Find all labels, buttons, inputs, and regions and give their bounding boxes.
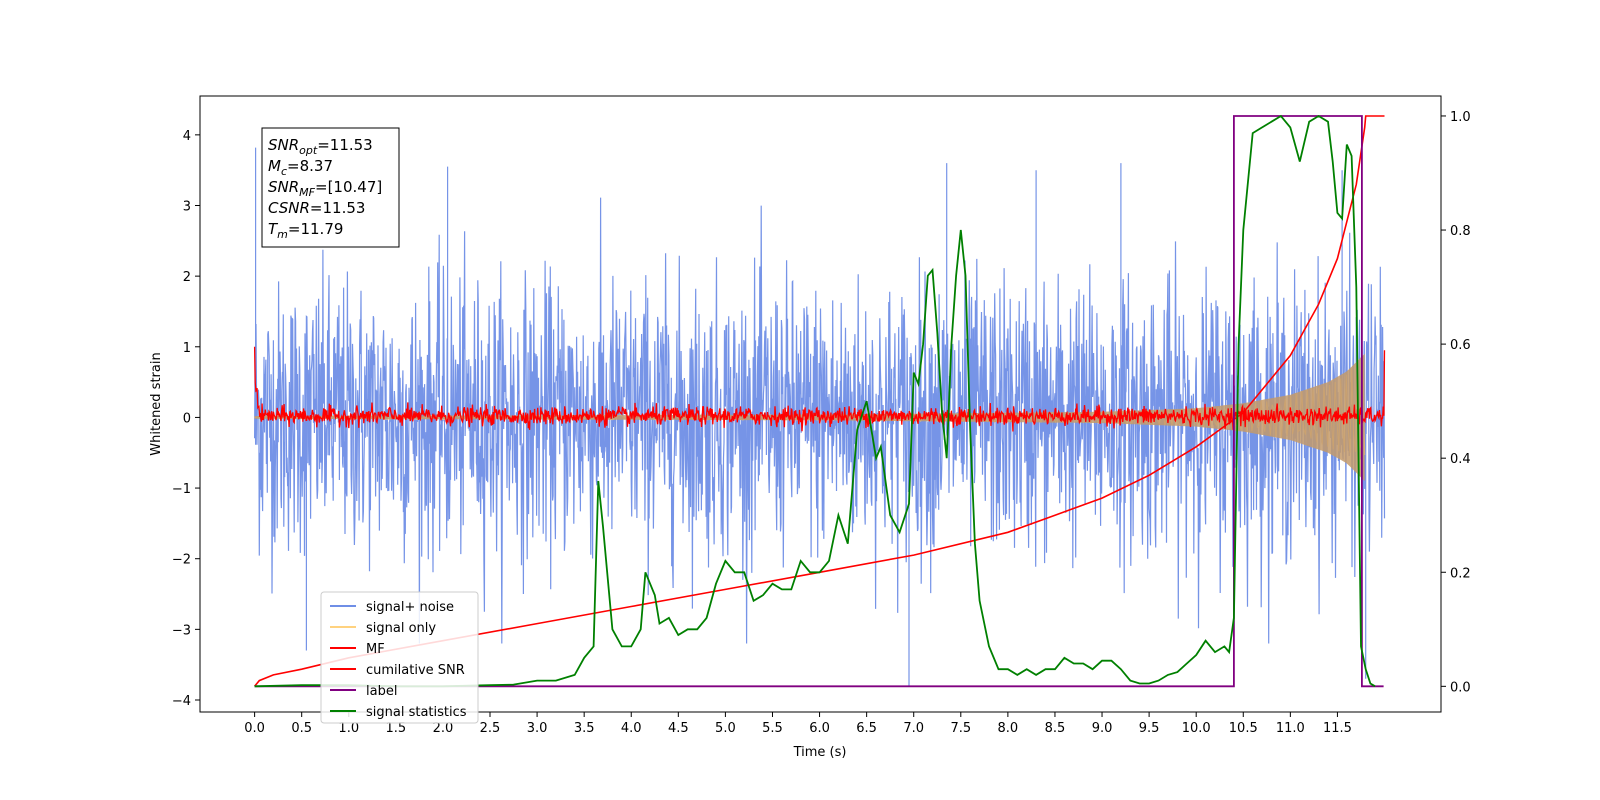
y-right-tick-label: 0.2 — [1450, 566, 1471, 581]
x-tick-label: 1.0 — [338, 721, 359, 736]
series-signal-noise — [254, 147, 1386, 686]
x-tick-label: 11.0 — [1276, 721, 1305, 736]
series-mf — [253, 346, 1386, 432]
x-tick-label: 6.5 — [856, 721, 877, 736]
x-tick-label: 4.5 — [668, 721, 689, 736]
y-axis-right: 0.0 0.2 0.4 0.6 0.8 1.0 — [1441, 110, 1471, 695]
legend-entry-label: signal only — [366, 621, 436, 636]
x-tick-label: 9.0 — [1092, 721, 1113, 736]
annotation-line: CSNR=11.53 — [268, 199, 365, 217]
x-tick-label: 2.0 — [433, 721, 454, 736]
legend-entry-label: signal statistics — [366, 705, 467, 720]
y-left-tick-label: −1 — [172, 482, 191, 497]
y-axis-label: Whitened strain — [149, 352, 164, 455]
y-left-tick-label: 2 — [183, 270, 191, 285]
plot-frame — [199, 95, 1442, 713]
x-tick-label: 4.0 — [621, 721, 642, 736]
x-tick-label: 7.5 — [950, 721, 971, 736]
x-tick-label: 6.0 — [809, 721, 830, 736]
annotation-line: Mc=8.37 — [268, 157, 333, 178]
series-signal-statistics — [254, 114, 1376, 688]
x-axis-label: Time (s) — [793, 745, 847, 760]
annotation-box: SNRopt=11.53Mc=8.37SNRMF=[10.47]CSNR=11.… — [261, 127, 400, 248]
y-axis-left: −4 −3 −2 −1 0 1 2 3 4 — [172, 129, 200, 709]
x-tick-label: 8.0 — [998, 721, 1019, 736]
x-tick-label: 0.5 — [291, 721, 312, 736]
x-axis: 0.0 0.5 1.0 1.5 2.0 2.5 3.0 3.5 4.0 4.5 5.0 5.5 6.0 6… — [244, 712, 1352, 736]
y-right-tick-label: 0.4 — [1450, 452, 1471, 467]
x-tick-label: 10.0 — [1182, 721, 1211, 736]
annotation-line: SNRopt=11.53 — [268, 136, 373, 157]
x-tick-label: 10.5 — [1229, 721, 1258, 736]
y-left-tick-label: −3 — [172, 623, 191, 638]
legend-entry-label: MF — [366, 642, 385, 657]
annotation-line: Tm=11.79 — [268, 220, 343, 241]
y-right-tick-label: 1.0 — [1450, 110, 1471, 125]
x-tick-label: 11.5 — [1323, 721, 1352, 736]
legend-entry-label: signal+ noise — [366, 600, 454, 615]
y-left-tick-label: 4 — [183, 129, 191, 144]
y-left-tick-label: −2 — [172, 553, 191, 568]
x-tick-label: 9.5 — [1139, 721, 1160, 736]
x-tick-label: 0.0 — [244, 721, 265, 736]
legend-entry-label: label — [366, 684, 397, 699]
x-tick-label: 3.5 — [574, 721, 595, 736]
y-left-tick-label: 1 — [183, 341, 191, 356]
y-right-tick-label: 0.6 — [1450, 338, 1471, 353]
y-right-tick-label: 0.0 — [1450, 680, 1471, 695]
y-left-tick-label: 3 — [183, 199, 191, 214]
x-tick-label: 3.0 — [527, 721, 548, 736]
legend: signal+ noise signal only MF cumilative SNR… — [320, 591, 479, 724]
y-left-tick-label: 0 — [183, 411, 191, 426]
annotation-line: SNRMF=[10.47] — [268, 178, 382, 199]
series-label — [254, 115, 1384, 688]
legend-entry-label: cumilative SNR — [366, 663, 465, 678]
y-left-tick-label: −4 — [172, 694, 191, 709]
x-tick-label: 2.5 — [480, 721, 501, 736]
x-tick-label: 5.5 — [762, 721, 783, 736]
series-signal-only-envelope — [254, 353, 1365, 481]
x-tick-label: 1.5 — [386, 721, 407, 736]
y-right-tick-label: 0.8 — [1450, 224, 1471, 239]
x-tick-label: 5.0 — [715, 721, 736, 736]
x-tick-label: 8.5 — [1045, 721, 1066, 736]
x-tick-label: 7.0 — [903, 721, 924, 736]
